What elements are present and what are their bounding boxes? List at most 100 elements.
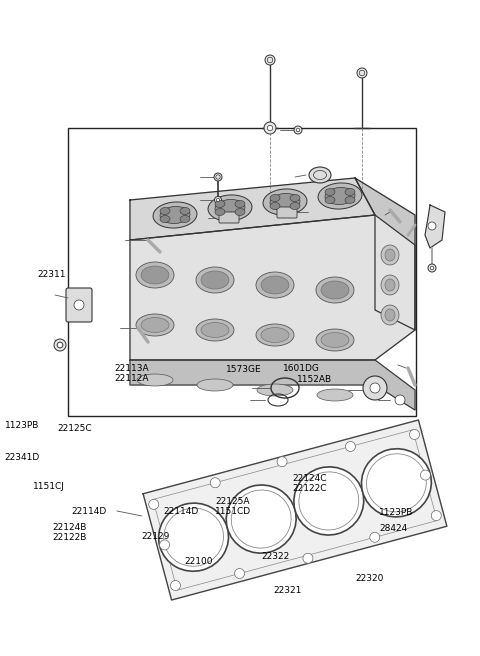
- Text: 22124B: 22124B: [53, 523, 87, 532]
- Circle shape: [277, 457, 287, 466]
- Ellipse shape: [141, 266, 169, 284]
- Ellipse shape: [290, 194, 300, 201]
- Circle shape: [210, 478, 220, 487]
- Ellipse shape: [160, 207, 170, 215]
- Ellipse shape: [318, 183, 362, 209]
- Circle shape: [160, 540, 169, 550]
- Circle shape: [267, 125, 273, 131]
- Ellipse shape: [381, 245, 399, 265]
- Ellipse shape: [316, 277, 354, 303]
- Ellipse shape: [226, 485, 296, 553]
- Ellipse shape: [160, 215, 170, 222]
- Text: 22122B: 22122B: [53, 533, 87, 543]
- Text: 1123PB: 1123PB: [5, 420, 39, 430]
- Circle shape: [430, 266, 434, 270]
- Circle shape: [214, 173, 222, 181]
- Circle shape: [57, 342, 63, 348]
- Text: 22311: 22311: [37, 270, 66, 279]
- Text: 22341D: 22341D: [5, 453, 40, 462]
- Ellipse shape: [385, 279, 395, 291]
- Ellipse shape: [270, 194, 280, 201]
- Ellipse shape: [294, 467, 364, 535]
- Ellipse shape: [197, 379, 233, 391]
- Text: 22125A: 22125A: [215, 497, 250, 506]
- Circle shape: [54, 339, 66, 351]
- Text: 1573GE: 1573GE: [226, 365, 261, 374]
- Text: 22122C: 22122C: [293, 483, 327, 493]
- Circle shape: [409, 430, 420, 440]
- Circle shape: [370, 532, 380, 543]
- Text: 22113A: 22113A: [114, 363, 149, 373]
- Ellipse shape: [381, 275, 399, 295]
- Circle shape: [265, 55, 275, 65]
- Ellipse shape: [215, 209, 225, 216]
- FancyBboxPatch shape: [66, 288, 92, 322]
- Circle shape: [296, 128, 300, 132]
- Ellipse shape: [160, 207, 190, 224]
- Ellipse shape: [261, 327, 289, 342]
- Text: 22129: 22129: [142, 532, 170, 541]
- Ellipse shape: [345, 197, 355, 203]
- Circle shape: [303, 553, 313, 564]
- Ellipse shape: [180, 215, 190, 222]
- Ellipse shape: [325, 188, 355, 205]
- Ellipse shape: [325, 197, 335, 203]
- Circle shape: [264, 122, 276, 134]
- Ellipse shape: [261, 276, 289, 294]
- Ellipse shape: [256, 324, 294, 346]
- Polygon shape: [130, 215, 415, 360]
- Ellipse shape: [361, 449, 432, 517]
- Ellipse shape: [381, 305, 399, 325]
- Ellipse shape: [196, 319, 234, 341]
- Ellipse shape: [290, 203, 300, 209]
- FancyBboxPatch shape: [219, 212, 239, 223]
- Text: 1151CD: 1151CD: [215, 506, 251, 516]
- Ellipse shape: [345, 188, 355, 195]
- Circle shape: [346, 441, 356, 451]
- Ellipse shape: [201, 323, 229, 337]
- Ellipse shape: [309, 167, 331, 183]
- Polygon shape: [143, 420, 447, 600]
- Circle shape: [235, 569, 244, 579]
- Polygon shape: [130, 360, 415, 410]
- Circle shape: [363, 376, 387, 400]
- Text: 22322: 22322: [262, 552, 290, 562]
- Text: 22112A: 22112A: [114, 374, 149, 383]
- Text: 22321: 22321: [274, 586, 302, 595]
- Ellipse shape: [263, 189, 307, 215]
- Ellipse shape: [385, 309, 395, 321]
- Ellipse shape: [321, 333, 349, 348]
- Ellipse shape: [136, 262, 174, 288]
- Text: 22125C: 22125C: [58, 424, 92, 433]
- Ellipse shape: [180, 207, 190, 215]
- Ellipse shape: [215, 201, 225, 207]
- Circle shape: [420, 470, 431, 480]
- Circle shape: [395, 395, 405, 405]
- Ellipse shape: [196, 267, 234, 293]
- Text: 22114D: 22114D: [71, 506, 106, 516]
- Bar: [68, 128, 416, 416]
- Ellipse shape: [141, 318, 169, 333]
- Ellipse shape: [235, 201, 245, 207]
- Ellipse shape: [270, 203, 280, 209]
- Circle shape: [149, 499, 159, 509]
- Ellipse shape: [153, 202, 197, 228]
- Text: 22124C: 22124C: [293, 474, 327, 483]
- Circle shape: [74, 300, 84, 310]
- Circle shape: [216, 198, 219, 201]
- Ellipse shape: [208, 195, 252, 221]
- Circle shape: [294, 126, 302, 134]
- Text: 22100: 22100: [185, 557, 213, 566]
- Ellipse shape: [321, 281, 349, 299]
- Ellipse shape: [257, 384, 293, 396]
- Text: 28424: 28424: [379, 524, 408, 533]
- Ellipse shape: [159, 503, 228, 571]
- Text: 1601DG: 1601DG: [283, 363, 320, 373]
- Ellipse shape: [325, 188, 335, 195]
- Ellipse shape: [316, 329, 354, 351]
- Ellipse shape: [256, 272, 294, 298]
- Polygon shape: [425, 205, 445, 248]
- Ellipse shape: [385, 249, 395, 261]
- Text: 1152AB: 1152AB: [297, 375, 332, 384]
- Ellipse shape: [317, 389, 353, 401]
